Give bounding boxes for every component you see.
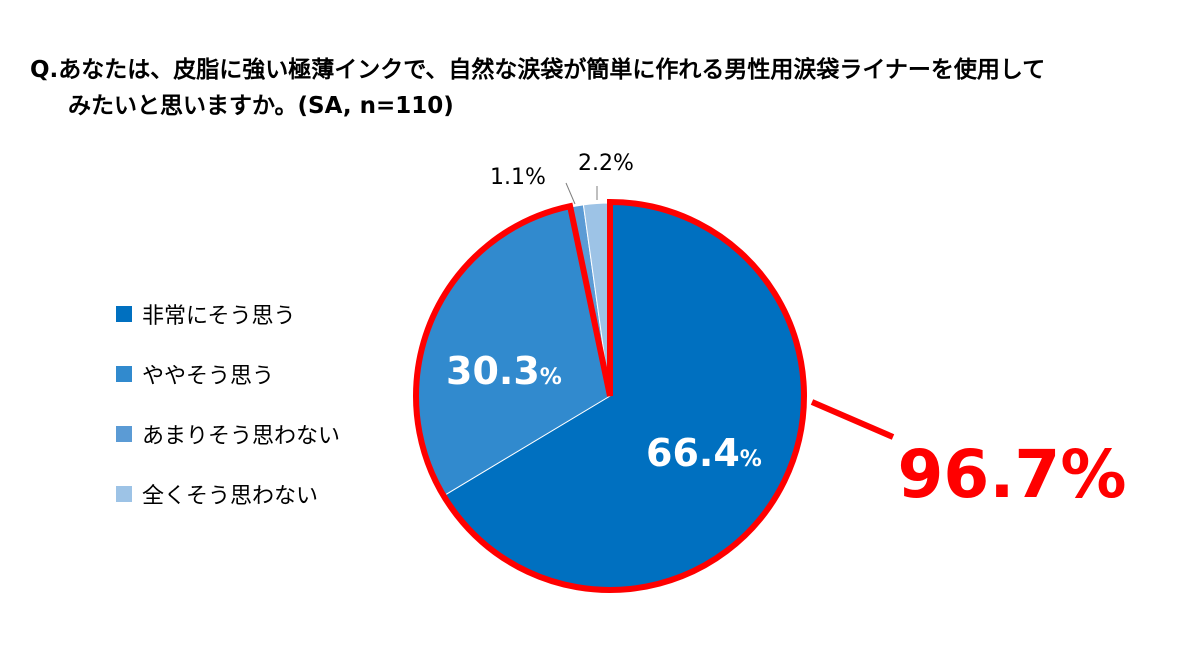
legend: 非常にそう思う ややそう思うあまりそう思わない 全くそう思わない [116, 284, 340, 524]
chart-title: Q.あなたは、皮脂に強い極薄インクで、自然な涙袋が簡単に作れる男性用涙袋ライナー… [30, 52, 1190, 124]
data-label-slice-1: 66.4% [646, 431, 762, 475]
chart-title-line2: みたいと思いますか。(SA, n=110) [68, 93, 454, 119]
legend-swatch [116, 426, 132, 442]
legend-item-4: 全くそう思わない [116, 464, 340, 524]
legend-item-1: 非常にそう思う [116, 284, 340, 344]
data-label-slice-4: 2.2% [578, 151, 634, 176]
highlight-outline [413, 198, 807, 593]
legend-swatch [116, 366, 132, 382]
callout-total-label: 96.7% [898, 436, 1127, 513]
legend-item-3: あまりそう思わない [116, 404, 340, 464]
data-label-slice-2: 30.3% [446, 349, 562, 393]
legend-label: あまりそう思わない [142, 424, 341, 449]
callout-leader-line [810, 399, 895, 440]
legend-label: 非常にそう思う [142, 304, 296, 329]
leader-line-slice-3 [565, 182, 576, 205]
legend-item-2: ややそう思う [116, 344, 340, 404]
chart-title-line1: Q.あなたは、皮脂に強い極薄インクで、自然な涙袋が簡単に作れる男性用涙袋ライナー… [30, 57, 1046, 83]
data-label-slice-3: 1.1% [490, 165, 546, 190]
legend-label: ややそう思う [142, 364, 275, 389]
legend-swatch [116, 306, 132, 322]
legend-swatch [116, 486, 132, 502]
legend-label: 全くそう思わない [142, 484, 319, 509]
